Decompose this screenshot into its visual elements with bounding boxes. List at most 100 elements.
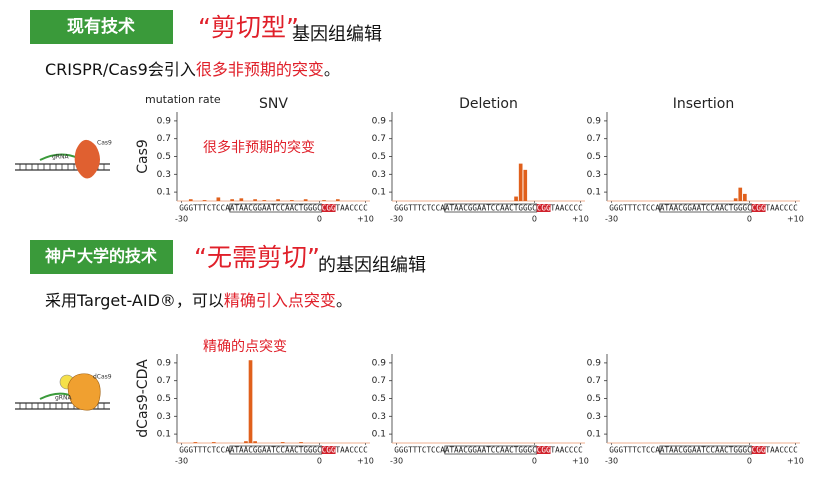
y-tick-label: 0.9: [372, 358, 387, 368]
bar: [230, 199, 234, 201]
seq-pam: CGG: [752, 204, 766, 213]
bar: [322, 200, 326, 201]
seq-protospacer: ATAACGGAATCCAACTGGGC: [230, 204, 322, 213]
subtitle-post: 。: [336, 291, 352, 310]
seq-left: GGGTTTCTCCA: [179, 204, 230, 213]
seq-protospacer: ATAACGGAATCCAACTGGGC: [660, 446, 752, 455]
chart-title: SNV: [259, 96, 288, 112]
y-tick-label: 0.7: [157, 376, 171, 386]
illustration: Cas9 gRNA: [15, 140, 112, 179]
y-tick-label: 0.9: [587, 358, 602, 368]
seq-left: GGGTTTCTCCA: [394, 204, 445, 213]
seq-protospacer: ATAACGGAATCCAACTGGGC: [230, 446, 322, 455]
badge: 神户大学的技术: [45, 247, 157, 266]
bar: [188, 199, 193, 201]
x-tick-label: 0: [532, 457, 537, 466]
y-tick-label: 0.1: [587, 430, 601, 440]
seq-right: TAACCCC: [766, 446, 798, 455]
x-tick-label: +10: [357, 457, 374, 466]
y-tick-label: 0.5: [587, 152, 601, 162]
x-tick-label: -30: [175, 457, 188, 466]
subtitle: CRISPR/Cas9会引入很多非预期的突变。: [45, 60, 340, 79]
y-tick-label: 0.1: [587, 188, 601, 198]
bar: [335, 199, 340, 201]
x-tick-label: 0: [317, 457, 322, 466]
title-quoted: “无需剪切”: [194, 243, 320, 272]
bar: [303, 199, 308, 201]
bar: [211, 442, 216, 443]
x-tick-label: +10: [572, 215, 589, 224]
chart-title: Insertion: [673, 96, 734, 112]
bar: [733, 198, 738, 201]
y-tick-label: 0.5: [372, 152, 386, 162]
y-tick-label: 0.1: [372, 430, 386, 440]
y-tick-label: 0.9: [157, 358, 172, 368]
title-quoted: “剪切型”: [198, 13, 299, 42]
seq-protospacer: ATAACGGAATCCAACTGGGC: [660, 204, 752, 213]
x-tick-label: +10: [787, 457, 804, 466]
subtitle-highlight: 很多非预期的突变: [196, 60, 324, 79]
pam-box: [321, 446, 336, 454]
seq-protospacer: ATAACGGAATCCAACTGGGC: [445, 204, 537, 213]
y-tick-label: 0.7: [372, 376, 386, 386]
x-tick-label: +10: [787, 215, 804, 224]
y-tick-label: 0.7: [157, 134, 171, 144]
x-tick-label: +10: [357, 215, 374, 224]
seq-protospacer: ATAACGGAATCCAACTGGGC: [445, 446, 537, 455]
y-tick-label: 0.5: [372, 394, 386, 404]
y-tick-label: 0.3: [587, 412, 601, 422]
badge: 现有技术: [67, 16, 135, 37]
y-tick-label: 0.5: [587, 394, 601, 404]
seq-right: TAACCCC: [766, 204, 798, 213]
pam-box: [751, 446, 766, 454]
subtitle-pre: CRISPR/Cas9会引入: [45, 60, 196, 79]
y-tick-label: 0.1: [157, 188, 171, 198]
y-tick-label: 0.7: [372, 134, 386, 144]
bar: [290, 200, 294, 201]
x-tick-label: -30: [605, 457, 618, 466]
seq-left: GGGTTTCTCCA: [609, 204, 660, 213]
badge-bg: [30, 10, 173, 44]
seq-right: TAACCCC: [551, 446, 583, 455]
y-axis-label: Cas9: [135, 139, 151, 174]
bar: [514, 196, 518, 201]
pam-box: [751, 204, 766, 212]
annotation: 精确的点突变: [203, 339, 287, 355]
seq-pam: CGG: [322, 446, 336, 455]
x-tick-label: -30: [390, 457, 403, 466]
title-rest: 基因组编辑: [292, 24, 382, 45]
y-tick-label: 0.9: [157, 116, 172, 126]
seq-pam: CGG: [537, 446, 551, 455]
bar: [518, 163, 523, 201]
y-unit-label: mutation rate: [145, 93, 221, 106]
seq-left: GGGTTTCTCCA: [179, 446, 230, 455]
y-tick-label: 0.5: [157, 152, 171, 162]
bar: [299, 442, 303, 443]
annotation: 很多非预期的突变: [203, 139, 315, 156]
x-tick-label: 0: [317, 215, 322, 224]
y-axis-label: dCas9-CDA: [135, 359, 151, 438]
subtitle: 采用Target-AID®，可以精确引入点突变。: [45, 291, 352, 310]
seq-pam: CGG: [752, 446, 766, 455]
seq-left: GGGTTTCTCCA: [609, 446, 660, 455]
pam-box: [536, 446, 551, 454]
seq-pam: CGG: [322, 204, 336, 213]
subtitle-post: 。: [324, 60, 340, 79]
y-tick-label: 0.5: [157, 394, 171, 404]
bar: [193, 442, 198, 443]
rna-label: gRNA: [55, 395, 72, 402]
illustration: dCas9 gRNA: [15, 373, 112, 411]
chart-title: Deletion: [459, 96, 518, 112]
x-tick-label: -30: [605, 215, 618, 224]
bar: [216, 197, 221, 201]
seq-right: TAACCCC: [551, 204, 583, 213]
x-tick-label: -30: [390, 215, 403, 224]
y-tick-label: 0.9: [587, 116, 602, 126]
y-tick-label: 0.1: [157, 430, 171, 440]
y-tick-label: 0.1: [372, 188, 386, 198]
subtitle-highlight: 精确引入点突变: [224, 291, 336, 310]
seq-right: TAACCCC: [336, 204, 368, 213]
x-tick-label: 0: [747, 457, 752, 466]
x-tick-label: -30: [175, 215, 188, 224]
